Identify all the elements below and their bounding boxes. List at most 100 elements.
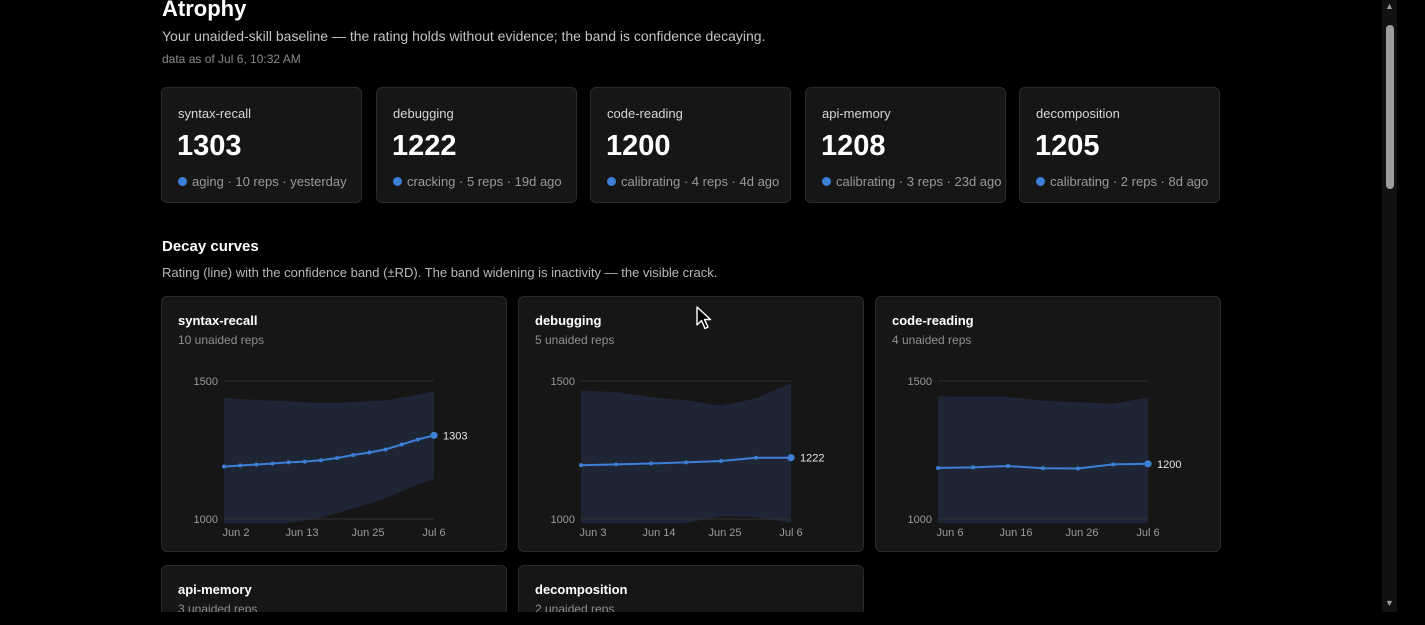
end-value-label: 1200	[1157, 459, 1181, 471]
y-tick-label: 1500	[908, 376, 932, 388]
end-value-label: 1303	[443, 430, 467, 442]
decay-chart-syntax-recall: 1500 1000 Jun 2 Jun 13 Jun 25 Jul 6 1303	[194, 376, 468, 539]
data-point	[254, 462, 259, 467]
scroll-up-arrow-icon[interactable]: ▲	[1385, 1, 1394, 11]
skill-rating: 1222	[392, 130, 457, 162]
data-point	[318, 458, 323, 463]
data-point	[1006, 464, 1010, 469]
data-point	[335, 456, 340, 461]
skill-meta-text: calibrating · 2 reps · 8d ago	[1050, 174, 1209, 189]
scrollbar-thumb[interactable]	[1386, 25, 1394, 189]
data-point	[286, 460, 291, 465]
data-point	[270, 461, 275, 466]
status-dot-icon	[178, 177, 187, 186]
skill-card-debugging[interactable]: debugging 1222 cracking · 5 reps · 19d a…	[376, 87, 577, 203]
skill-rating: 1200	[606, 130, 671, 162]
confidence-band	[581, 383, 791, 523]
scroll-down-arrow-icon[interactable]: ▼	[1385, 598, 1394, 608]
data-point	[415, 437, 420, 442]
skill-rating: 1205	[1035, 130, 1100, 162]
confidence-band	[224, 391, 434, 523]
x-tick-label: Jun 14	[642, 527, 675, 539]
vertical-scrollbar[interactable]: ▲ ▼	[1382, 0, 1397, 612]
chart-panel-api-memory: api-memory 3 unaided reps	[161, 565, 507, 612]
page-title: Atrophy	[162, 0, 247, 21]
x-tick-label: Jul 6	[779, 527, 802, 539]
page: Atrophy Your unaided-skill baseline — th…	[161, 0, 1221, 612]
y-tick-label: 1500	[194, 376, 218, 388]
current-rating-point	[787, 454, 795, 462]
data-point	[1111, 462, 1115, 467]
data-point	[222, 464, 226, 469]
end-value-label: 1222	[800, 453, 824, 465]
skill-rating: 1303	[177, 130, 242, 162]
skill-name: debugging	[393, 106, 454, 121]
current-rating-point	[430, 431, 438, 439]
status-dot-icon	[607, 177, 616, 186]
status-dot-icon	[393, 177, 402, 186]
data-point	[1076, 466, 1080, 471]
skill-meta-text: calibrating · 4 reps · 4d ago	[621, 174, 780, 189]
x-tick-label: Jun 3	[580, 527, 607, 539]
decay-chart-code-reading: 1500 1000 Jun 6 Jun 16 Jun 26 Jul 6 1200	[908, 376, 1182, 539]
chart-panel-code-reading: code-reading 4 unaided reps 1500 1000 Jun …	[875, 296, 1221, 552]
skill-meta: aging · 10 reps · yesterday	[178, 174, 347, 189]
mouse-cursor-icon	[696, 306, 712, 330]
x-tick-label: Jun 2	[223, 527, 250, 539]
status-dot-icon	[1036, 177, 1045, 186]
status-dot-icon	[822, 177, 831, 186]
rating-line	[223, 434, 435, 468]
chart-panel-debugging: debugging 5 unaided reps 1500 1000 Jun 3 Ju…	[518, 296, 864, 552]
data-point	[383, 447, 388, 452]
skill-card-decomposition[interactable]: decomposition 1205 calibrating · 2 reps …	[1019, 87, 1220, 203]
data-point	[971, 465, 975, 470]
skill-name: decomposition	[1036, 106, 1120, 121]
skill-rating: 1208	[821, 130, 886, 162]
chart-subtitle: 2 unaided reps	[535, 602, 615, 612]
skill-name: code-reading	[607, 106, 683, 121]
x-tick-label: Jul 6	[1136, 527, 1159, 539]
chart-panel-syntax-recall: syntax-recall 10 unaided reps 1500 1000 Ju…	[161, 296, 507, 552]
data-timestamp: data as of Jul 6, 10:32 AM	[162, 52, 301, 66]
data-point	[351, 452, 356, 457]
chart-title: code-reading	[892, 313, 974, 328]
confidence-band	[938, 396, 1148, 523]
data-point	[684, 460, 688, 465]
page-subtitle: Your unaided-skill baseline — the rating…	[162, 28, 766, 44]
skill-meta: calibrating · 3 reps · 23d ago	[822, 174, 1001, 189]
skill-meta: calibrating · 4 reps · 4d ago	[607, 174, 779, 189]
data-point	[367, 450, 372, 455]
decay-chart-debugging: 1500 1000 Jun 3 Jun 14 Jun 25 Jul 6 1222	[551, 376, 825, 539]
x-tick-label: Jun 25	[351, 527, 384, 539]
chart-subtitle: 3 unaided reps	[178, 602, 258, 612]
y-tick-label: 1000	[194, 514, 218, 526]
chart-title: debugging	[535, 313, 602, 328]
y-tick-label: 1000	[551, 514, 575, 526]
x-tick-label: Jun 25	[708, 527, 741, 539]
skill-card-api-memory[interactable]: api-memory 1208 calibrating · 3 reps · 2…	[805, 87, 1006, 203]
data-point	[614, 462, 618, 467]
skill-meta: calibrating · 2 reps · 8d ago	[1036, 174, 1208, 189]
current-rating-point	[1144, 460, 1152, 468]
skill-name: api-memory	[822, 106, 891, 121]
data-point	[399, 442, 404, 447]
decay-section-title: Decay curves	[162, 238, 259, 255]
chart-title: decomposition	[535, 582, 628, 597]
data-point	[302, 459, 307, 464]
chart-panel-decomposition: decomposition 2 unaided reps	[518, 565, 864, 612]
skill-meta-text: cracking · 5 reps · 19d ago	[407, 174, 562, 189]
data-point	[1041, 466, 1045, 471]
data-point	[936, 465, 940, 470]
decay-section-subtitle: Rating (line) with the confidence band (…	[162, 265, 718, 280]
x-tick-label: Jun 6	[937, 527, 964, 539]
skill-card-code-reading[interactable]: code-reading 1200 calibrating · 4 reps ·…	[590, 87, 791, 203]
chart-title: api-memory	[178, 582, 252, 597]
x-tick-label: Jun 13	[285, 527, 318, 539]
skill-card-syntax-recall[interactable]: syntax-recall 1303 aging · 10 reps · yes…	[161, 87, 362, 203]
x-tick-label: Jul 6	[422, 527, 445, 539]
skill-meta-text: calibrating · 3 reps · 23d ago	[836, 174, 1002, 189]
y-tick-label: 1000	[908, 514, 932, 526]
x-tick-label: Jun 16	[999, 527, 1032, 539]
skill-meta-text: aging · 10 reps · yesterday	[192, 174, 347, 189]
data-point	[719, 459, 723, 464]
